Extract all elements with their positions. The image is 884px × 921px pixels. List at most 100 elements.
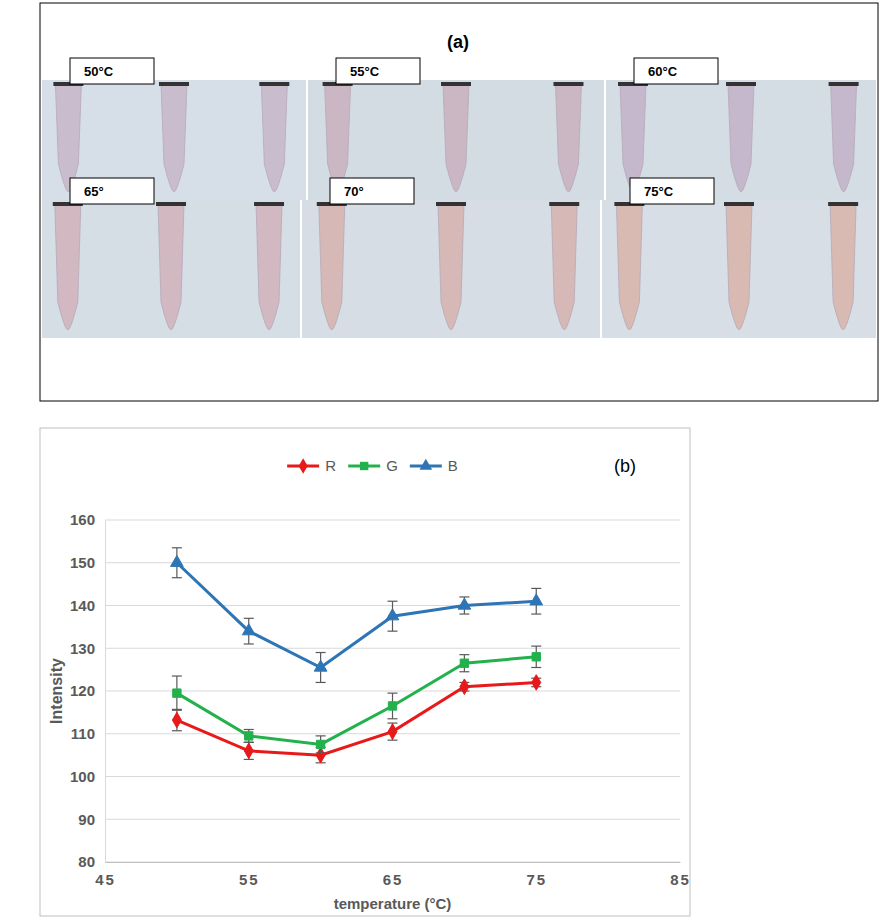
error-bar-cap (316, 735, 326, 736)
error-bar-cap (459, 613, 469, 614)
tube (620, 84, 646, 192)
grid-line (105, 648, 680, 649)
error-bar-cap (172, 577, 182, 578)
marker (460, 679, 469, 695)
marker (244, 743, 253, 759)
series-line (177, 682, 536, 755)
error-bar-cap (388, 631, 398, 632)
tube-cap (828, 202, 858, 206)
x-tick: 75 (526, 862, 547, 888)
series (172, 675, 541, 763)
y-tick: 150 (70, 554, 105, 571)
marker (386, 609, 399, 620)
x-axis: 4555657585 (95, 862, 691, 888)
legend-item: R (287, 457, 336, 474)
y-axis: 8090100110120130140150160 (70, 511, 106, 870)
error-bar-cap (531, 646, 541, 647)
tube-cap (156, 202, 186, 206)
y-tick: 110 (71, 725, 105, 742)
series (171, 548, 543, 683)
y-tick-label: 150 (70, 554, 95, 571)
photo-background (42, 200, 300, 338)
tube-cap (829, 82, 859, 86)
error-bar-cap (244, 643, 254, 644)
error-bar (388, 723, 398, 740)
error-bar-cap (388, 601, 398, 602)
y-tick-label: 90 (78, 811, 95, 828)
x-tick-label: 85 (670, 871, 691, 888)
panel-label: (b) (614, 456, 636, 476)
error-bar-cap (244, 742, 254, 743)
marker (388, 702, 396, 710)
error-bar (459, 655, 469, 672)
marker (316, 740, 324, 748)
legend-label: R (325, 457, 336, 474)
x-tick-label: 45 (95, 871, 116, 888)
photo: 75°C (602, 178, 876, 338)
tube (443, 84, 469, 192)
grid-line (105, 562, 680, 563)
error-bar (244, 729, 254, 742)
grid-line (105, 776, 680, 777)
tube (726, 204, 752, 330)
y-tick: 160 (70, 511, 105, 528)
tube (158, 204, 184, 330)
error-bar-cap (244, 618, 254, 619)
marker (532, 675, 541, 691)
marker (172, 712, 181, 728)
marker (171, 555, 184, 566)
grid-line (105, 520, 680, 521)
tube (55, 204, 81, 330)
plot-area (171, 548, 543, 763)
tube (831, 84, 857, 192)
photo-label-box (634, 58, 718, 84)
error-bar-cap (172, 730, 182, 731)
photo-grid: 50°C55°C60°C65°70°75°C (42, 58, 876, 338)
y-tick: 100 (70, 768, 105, 785)
error-bar-cap (459, 654, 469, 655)
y-tick-label: 160 (70, 511, 95, 528)
y-tick: 120 (70, 682, 105, 699)
legend-marker (419, 459, 432, 470)
marker (530, 594, 543, 605)
tube (728, 84, 754, 192)
error-bar-cap (316, 652, 326, 653)
legend: RGB (287, 457, 458, 474)
tube (438, 204, 464, 330)
tube-cap (726, 82, 756, 86)
tube-cap (159, 82, 189, 86)
tube-cap (724, 202, 754, 206)
grid-line (105, 819, 680, 820)
photo: 65° (42, 178, 300, 338)
tube (555, 84, 581, 192)
error-bar (531, 646, 541, 667)
tube-cap (553, 82, 583, 86)
grid (105, 520, 680, 862)
y-tick-label: 140 (70, 597, 95, 614)
y-tick-label: 110 (71, 725, 95, 742)
x-tick: 45 (95, 862, 116, 888)
legend-item: G (348, 457, 398, 474)
grid-line (105, 862, 680, 863)
y-tick-label: 130 (70, 640, 95, 657)
tube-cap (254, 202, 284, 206)
photo-label-box (70, 58, 154, 84)
error-bar-cap (531, 667, 541, 668)
tube-cap (259, 82, 289, 86)
photo-label: 70° (344, 184, 364, 199)
marker (173, 689, 181, 697)
error-bar-cap (244, 729, 254, 730)
photo-label: 50°C (84, 64, 114, 79)
y-tick-label: 100 (70, 768, 95, 785)
x-tick-label: 75 (526, 871, 547, 888)
marker (460, 659, 468, 667)
marker (458, 598, 471, 609)
legend-marker (299, 458, 308, 474)
panel-label: (a) (447, 32, 469, 52)
series-line (177, 563, 536, 668)
y-tick: 130 (70, 640, 105, 657)
legend-marker (360, 462, 368, 470)
photo-background (602, 200, 876, 338)
y-tick: 90 (78, 811, 105, 828)
x-tick: 85 (670, 862, 691, 888)
